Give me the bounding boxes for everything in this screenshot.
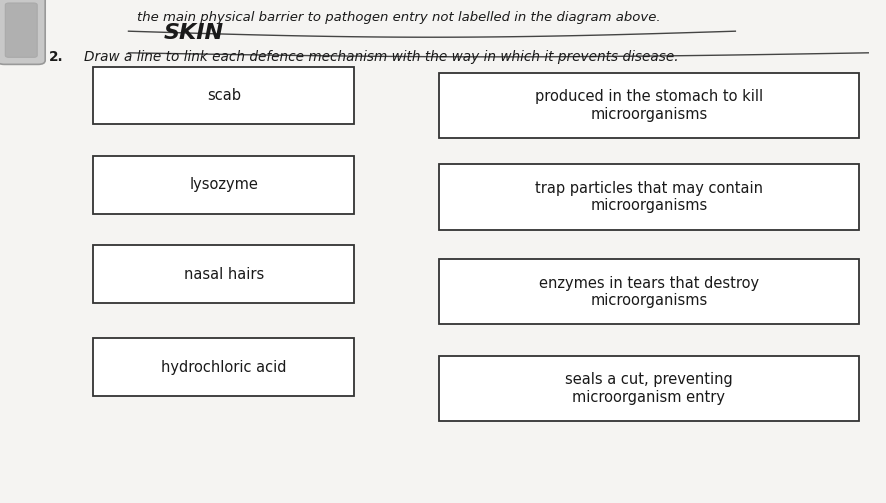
Text: scab: scab (206, 88, 241, 103)
FancyBboxPatch shape (5, 3, 37, 57)
Text: produced in the stomach to kill
microorganisms: produced in the stomach to kill microorg… (535, 90, 763, 122)
FancyBboxPatch shape (439, 164, 859, 230)
Text: trap particles that may contain
microorganisms: trap particles that may contain microorg… (535, 181, 763, 213)
FancyBboxPatch shape (93, 156, 354, 214)
FancyBboxPatch shape (0, 0, 45, 64)
Text: hydrochloric acid: hydrochloric acid (161, 360, 286, 375)
FancyBboxPatch shape (439, 73, 859, 138)
Text: 2.: 2. (49, 50, 64, 64)
FancyBboxPatch shape (439, 356, 859, 421)
Text: nasal hairs: nasal hairs (183, 267, 264, 282)
FancyBboxPatch shape (93, 245, 354, 303)
Text: the main physical barrier to pathogen entry not labelled in the diagram above.: the main physical barrier to pathogen en… (137, 11, 661, 24)
Text: SKIN: SKIN (164, 23, 224, 43)
Text: lysozyme: lysozyme (190, 177, 258, 192)
FancyBboxPatch shape (439, 259, 859, 324)
Text: enzymes in tears that destroy
microorganisms: enzymes in tears that destroy microorgan… (539, 276, 759, 308)
FancyBboxPatch shape (93, 338, 354, 396)
Text: seals a cut, preventing
microorganism entry: seals a cut, preventing microorganism en… (565, 372, 733, 404)
FancyBboxPatch shape (93, 67, 354, 124)
Text: Draw a line to link each defence mechanism with the way in which it prevents dis: Draw a line to link each defence mechani… (84, 50, 679, 64)
